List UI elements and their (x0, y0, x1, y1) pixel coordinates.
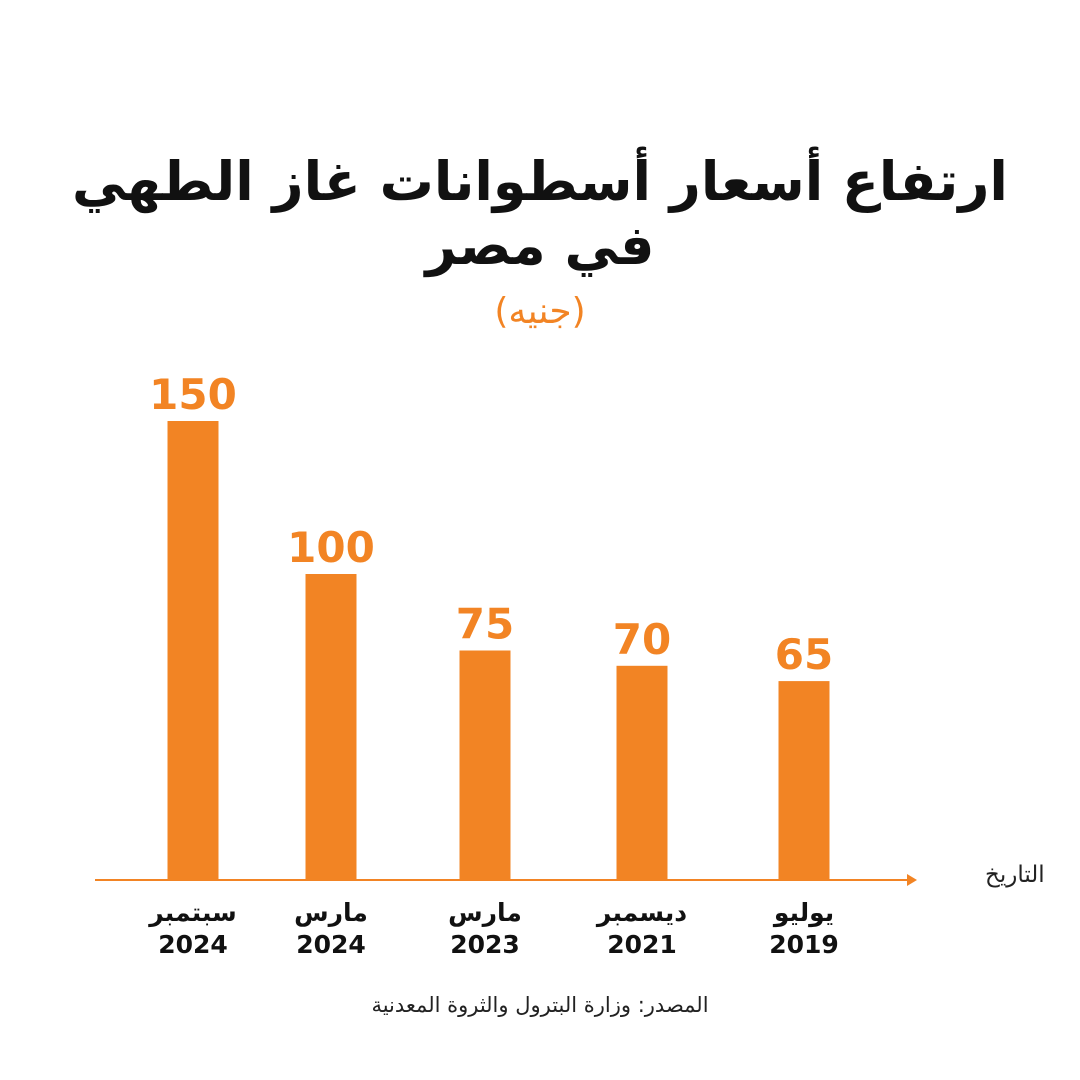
x-tick-label-month: ديسمبر (595, 898, 687, 928)
chart-unit-label: (جنيه) (494, 291, 586, 332)
bar-value-label: 100 (287, 523, 375, 572)
x-axis-arrow-icon (907, 874, 917, 886)
x-tick-label-month: مارس (448, 898, 522, 927)
bar (305, 574, 357, 880)
bar-value-label: 150 (149, 370, 237, 419)
chart-title-line-1: ارتفاع أسعار أسطوانات غاز الطهي (72, 150, 1008, 213)
chart-title-line-2: في مصر (425, 214, 655, 277)
x-tick-label-year: 2024 (158, 930, 228, 959)
bars-layer (167, 421, 830, 880)
x-tick-label-year: 2024 (296, 930, 366, 959)
chart-title: ارتفاع أسعار أسطوانات غاز الطهي في مصر (0, 150, 1080, 278)
bar (616, 665, 668, 880)
x-axis: التاريخ (95, 862, 1045, 888)
bar-value-label: 75 (456, 600, 514, 649)
x-tick-label-year: 2023 (450, 930, 520, 959)
bar (167, 421, 219, 880)
x-tick-label-year: 2021 (607, 930, 677, 959)
bar (459, 650, 511, 880)
source-note: المصدر: وزارة البترول والثروة المعدنية (371, 993, 709, 1017)
x-axis-label: التاريخ (985, 862, 1045, 888)
x-tick-label-year: 2019 (769, 930, 839, 959)
labels-layer: 150سبتمبر2024100مارس202475مارس202370ديسم… (147, 370, 839, 959)
x-tick-label-month: يوليو (772, 898, 834, 928)
bar-value-label: 70 (613, 615, 671, 664)
x-tick-label-month: مارس (294, 898, 368, 927)
bar (778, 681, 830, 880)
x-tick-label-month: سبتمبر (147, 898, 237, 928)
bar-value-label: 65 (775, 630, 833, 679)
